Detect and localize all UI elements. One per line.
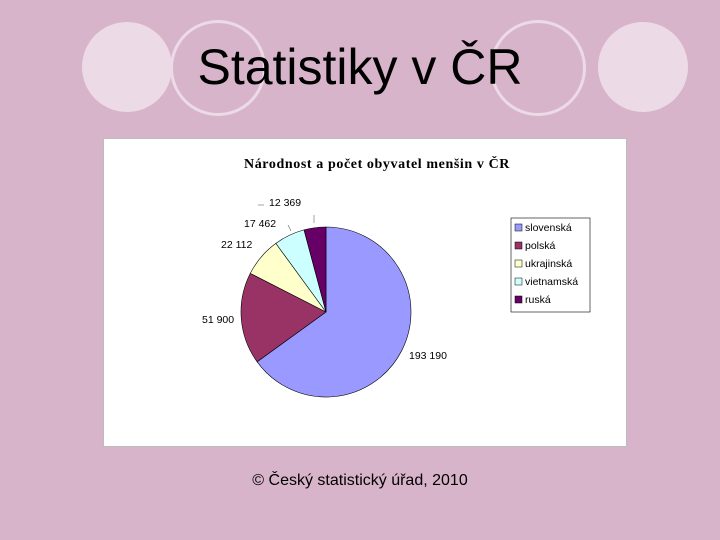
legend-label-ruska: ruská [525, 294, 551, 306]
decor-ring-2 [490, 20, 586, 116]
copyright-footer: © Český statistický úřad, 2010 [252, 472, 468, 489]
pie-slice-polska [240, 272, 327, 363]
pie-slice-slovenska [256, 226, 412, 398]
chart-title: Národnost a počet obyvatel menšin v ČR [244, 155, 510, 172]
data-label-slovenska: 193 190 [409, 350, 447, 362]
pie-chart: Národnost a počet obyvatel menšin v ČR 1… [202, 155, 591, 398]
legend-label-vietnamska: vietnamská [525, 276, 578, 288]
slide-title: Statistiky v ČR [197, 39, 523, 95]
chart-legend: slovenská polská ukrajinská vietnamská ruská [510, 217, 591, 313]
data-label-vietnamska: 17 462 [244, 218, 276, 230]
label-leader-line [287, 224, 292, 232]
decor-ring-1 [170, 20, 266, 116]
data-label-polska: 51 900 [202, 314, 234, 326]
legend-swatch-slovenska [514, 223, 523, 232]
legend-swatch-polska [514, 241, 523, 250]
legend-swatch-ukrajinska [514, 259, 523, 268]
legend-swatch-ruska [514, 295, 523, 304]
chart-panel: Národnost a počet obyvatel menšin v ČR 1… [103, 138, 627, 447]
data-label-ukrajinska: 22 112 [221, 239, 252, 251]
pie-slice-ruska [303, 226, 327, 313]
decor-circle-2 [598, 22, 688, 112]
legend-label-slovenska: slovenská [525, 222, 572, 234]
legend-label-ukrajinska: ukrajinská [525, 258, 572, 270]
legend-swatch-vietnamska [514, 277, 523, 286]
legend-label-polska: polská [525, 240, 556, 252]
data-label-ruska: 12 369 [269, 197, 301, 209]
decor-circle-1 [82, 22, 172, 112]
legend-box [510, 217, 591, 313]
